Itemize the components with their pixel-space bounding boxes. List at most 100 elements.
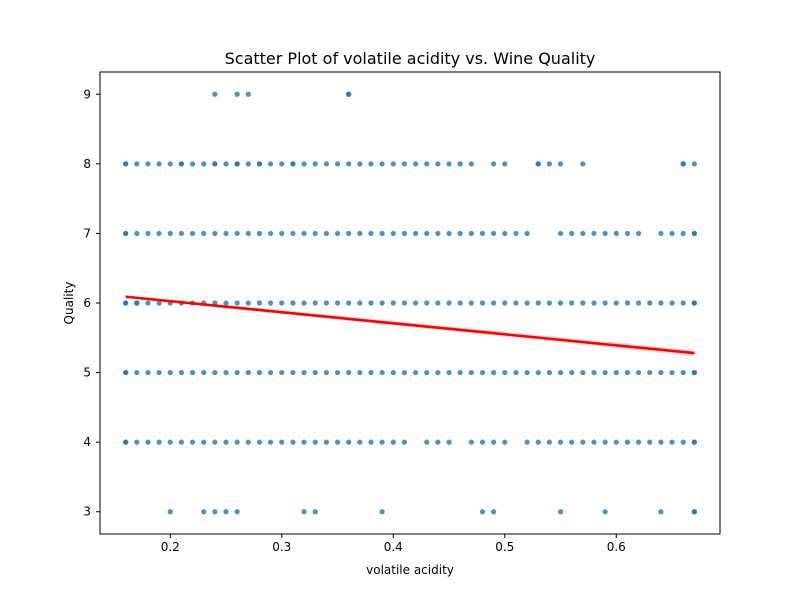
data-point [390, 300, 396, 306]
data-point [613, 439, 619, 445]
data-point [658, 439, 664, 445]
data-point [301, 509, 307, 515]
data-point [669, 300, 675, 306]
data-point [491, 161, 497, 167]
data-point [256, 300, 263, 306]
data-point [669, 369, 675, 376]
data-point [178, 369, 184, 376]
data-point [435, 161, 441, 167]
data-point [446, 369, 452, 376]
data-point [613, 230, 619, 237]
data-point [268, 161, 274, 167]
y-tick-label: 5 [83, 366, 91, 380]
data-point [156, 369, 162, 376]
data-point [390, 439, 396, 445]
data-point [591, 369, 597, 376]
data-point [535, 439, 541, 445]
data-point [636, 439, 642, 445]
data-point [412, 230, 419, 237]
data-point [245, 230, 251, 237]
data-point [201, 439, 207, 445]
data-point [167, 369, 173, 376]
data-point [357, 161, 363, 167]
data-point [234, 509, 240, 515]
data-point [245, 439, 251, 445]
data-point [580, 300, 586, 306]
data-point [312, 439, 318, 445]
x-axis-label: volatile acidity [366, 563, 454, 577]
data-point [691, 439, 697, 445]
regression-line [125, 295, 695, 355]
data-point [401, 300, 408, 306]
data-point [223, 300, 229, 306]
data-point [201, 369, 207, 376]
data-point [379, 439, 385, 445]
data-point [658, 509, 664, 515]
data-point [557, 161, 564, 167]
data-point [301, 300, 307, 306]
data-point [279, 439, 285, 445]
data-point [301, 439, 307, 445]
data-point [491, 439, 497, 445]
data-point [535, 369, 541, 376]
data-point [234, 300, 240, 306]
data-point [468, 369, 474, 376]
data-point [212, 509, 218, 515]
data-point [680, 230, 686, 237]
data-point [446, 161, 452, 167]
data-point [301, 369, 307, 376]
data-point [647, 439, 653, 445]
data-point [334, 439, 341, 445]
data-point [256, 161, 263, 167]
data-point [491, 369, 497, 376]
data-point [691, 161, 697, 167]
data-point [468, 230, 474, 237]
y-axis-ticks: 3 4 5 6 7 8 9 [83, 87, 100, 519]
data-point [312, 369, 318, 376]
data-point [569, 439, 575, 445]
data-point [647, 300, 653, 306]
data-point [178, 230, 184, 237]
data-point [580, 369, 586, 376]
chart-title: Scatter Plot of volatile acidity vs. Win… [225, 49, 596, 68]
data-point [457, 300, 463, 306]
data-point [557, 300, 564, 306]
data-point [613, 300, 619, 306]
data-point [602, 369, 608, 376]
data-point [680, 369, 686, 376]
data-point [167, 230, 173, 237]
data-point [312, 300, 318, 306]
data-point [390, 161, 396, 167]
data-point [123, 369, 129, 376]
data-point [223, 369, 229, 376]
data-point [245, 369, 251, 376]
y-tick-label: 9 [83, 87, 91, 101]
data-point [189, 230, 196, 237]
data-point [212, 230, 218, 237]
data-point [145, 161, 151, 167]
data-point [602, 230, 608, 237]
data-point [368, 439, 374, 445]
data-point [636, 230, 642, 237]
points-layer [123, 91, 697, 515]
data-point [557, 439, 564, 445]
data-point [334, 300, 341, 306]
data-point [201, 509, 207, 515]
data-point [479, 369, 486, 376]
data-point [346, 369, 352, 376]
data-point [167, 509, 173, 515]
data-point [312, 509, 318, 515]
data-point [435, 369, 441, 376]
data-point [502, 369, 508, 376]
data-point [301, 230, 307, 237]
data-point [624, 300, 631, 306]
data-point [580, 161, 586, 167]
data-point [647, 369, 653, 376]
y-tick-label: 8 [83, 157, 91, 171]
data-point [245, 91, 251, 97]
data-point [189, 161, 196, 167]
data-point [513, 300, 519, 306]
data-point [624, 369, 631, 376]
data-point [636, 369, 642, 376]
data-point [412, 161, 419, 167]
